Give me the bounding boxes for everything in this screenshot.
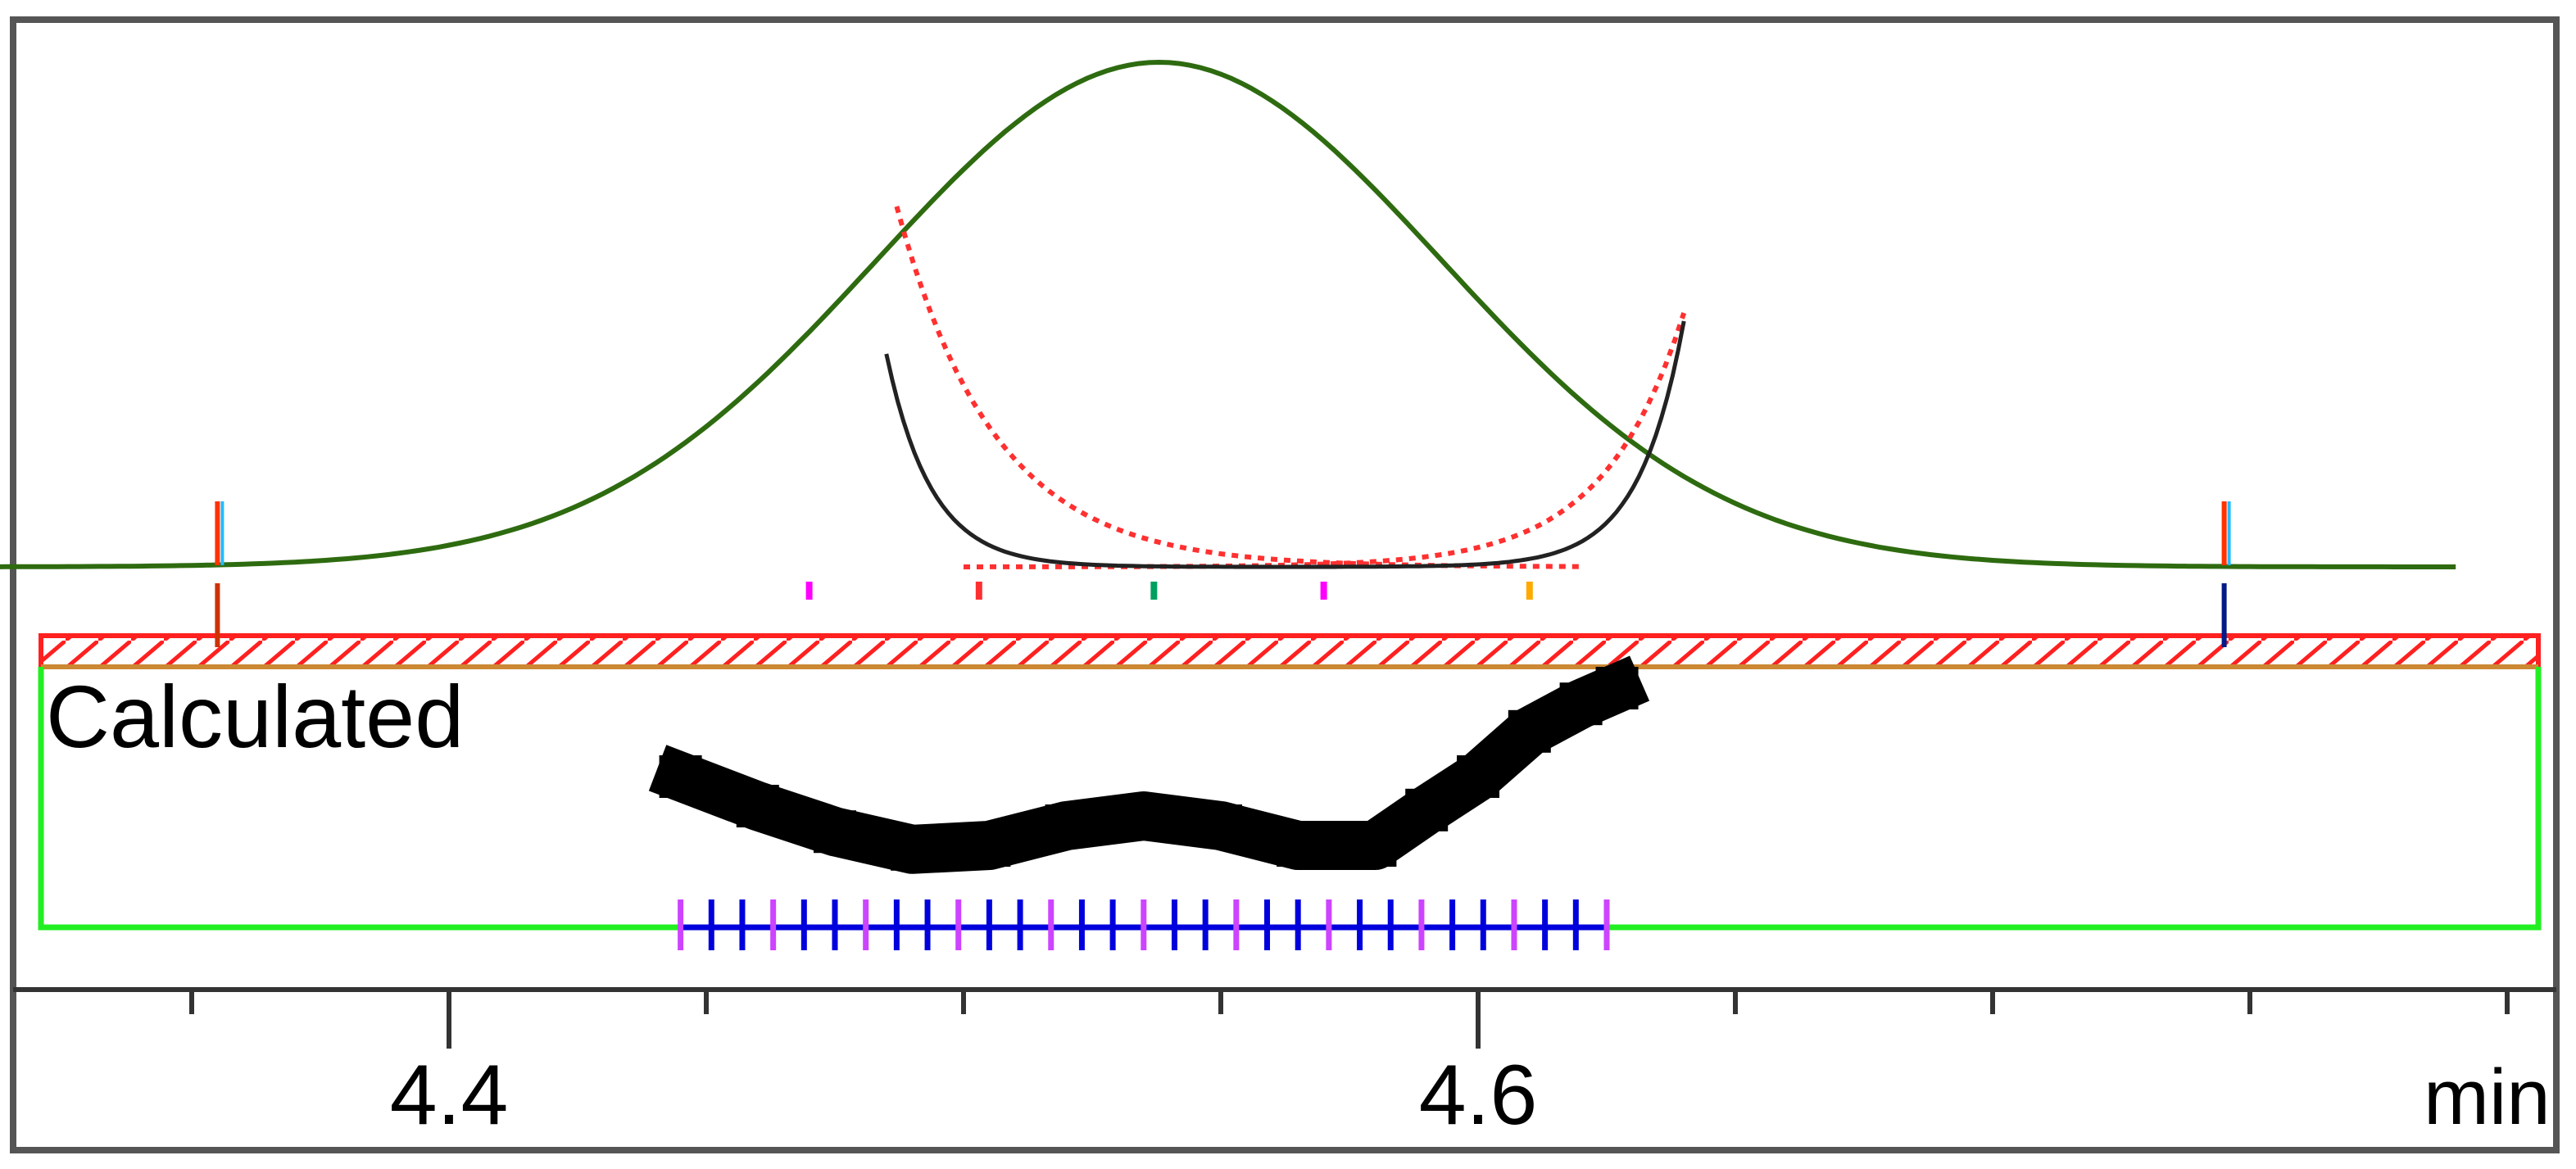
x-axis: 4.4 4.6 [189, 990, 2510, 1143]
panel-label: Calculated [46, 667, 464, 766]
calculated-point [1457, 755, 1499, 798]
calculated-point [1559, 682, 1603, 726]
gaussian-peak-curve [0, 59, 2456, 569]
calculated-point [1122, 795, 1165, 837]
outer-frame [10, 16, 2560, 1153]
calculated-point [1277, 824, 1320, 867]
left-dotted-curve [894, 206, 1581, 569]
black-curve-left [884, 353, 1337, 569]
calculated-points-group [648, 655, 1650, 874]
plot-frame [10, 16, 2560, 1153]
calculated-point [1200, 804, 1242, 847]
calculated-point [968, 824, 1011, 867]
calculated-point [1354, 824, 1397, 867]
right-dotted-curve [964, 312, 1687, 569]
calculated-point [1045, 804, 1088, 847]
calculated-point [814, 810, 856, 854]
calculated-point [659, 755, 702, 798]
x-tick-label: 4.6 [1419, 1048, 1538, 1143]
x-tick-label: 4.4 [390, 1048, 509, 1143]
curves-group [0, 59, 2456, 569]
markers-group [215, 501, 2231, 950]
calculated-point [1595, 667, 1639, 709]
hatched-bar [39, 633, 2541, 669]
calculated-point [891, 827, 934, 871]
calculated-point [736, 785, 779, 827]
x-axis-unit-label: min [2424, 1053, 2551, 1141]
calculated-point [1508, 709, 1551, 753]
integration-bar [39, 633, 2541, 669]
calculated-point [1405, 788, 1449, 831]
black-curve-right [1233, 320, 1686, 569]
